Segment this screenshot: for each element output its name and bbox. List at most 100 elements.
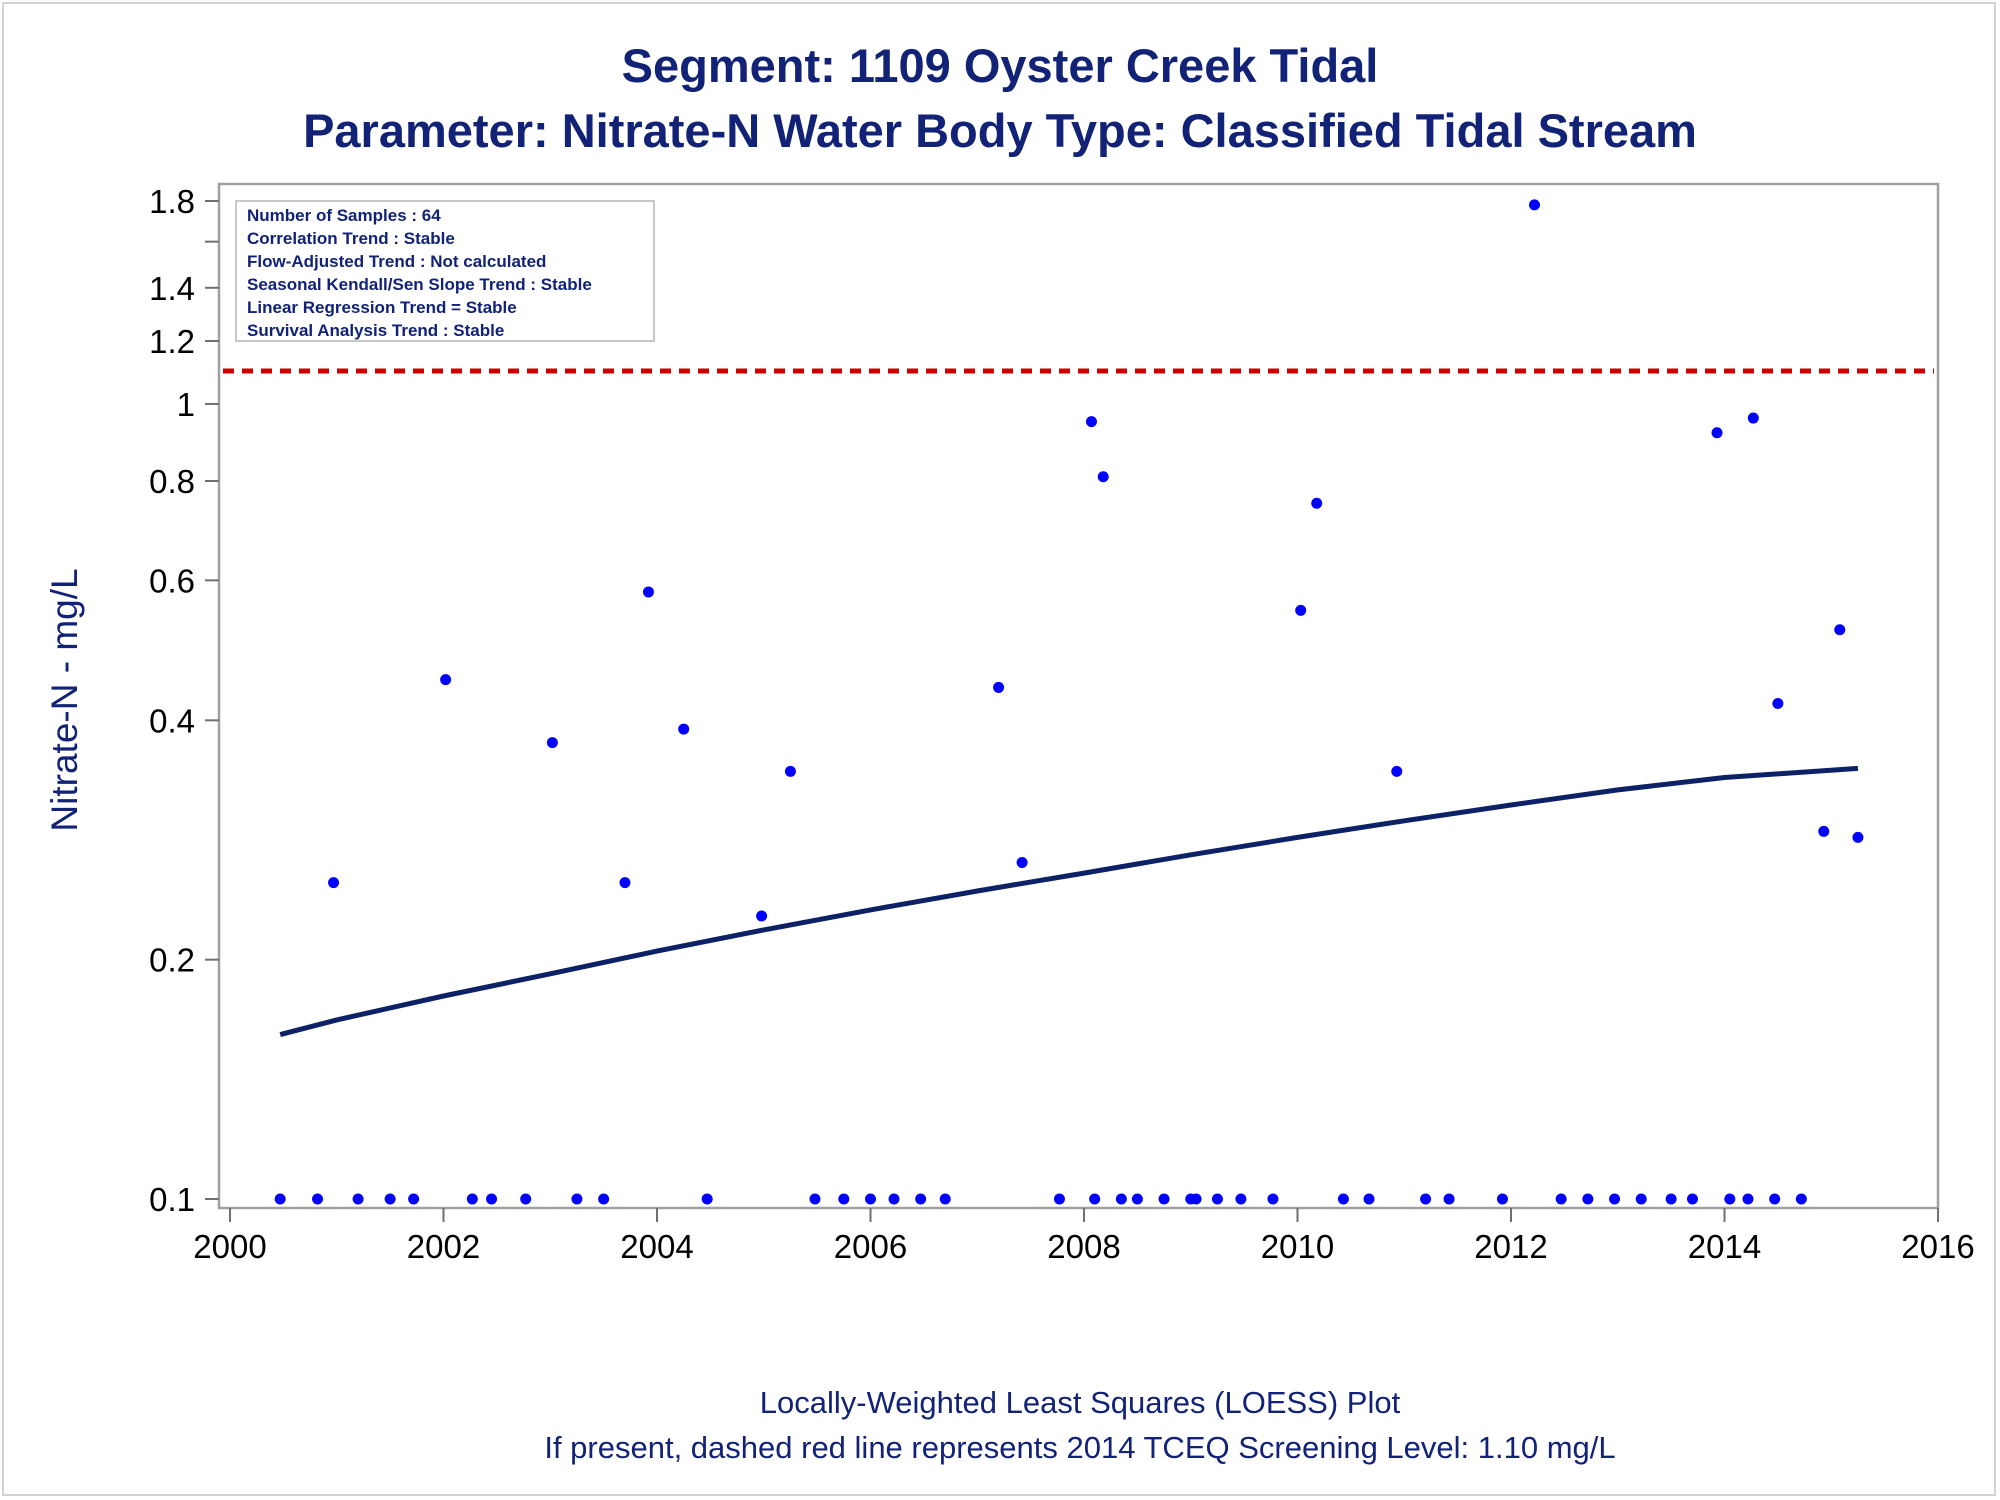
stats-line-linear-regression: Linear Regression Trend = Stable xyxy=(247,298,517,317)
data-point xyxy=(1115,1193,1127,1205)
data-point xyxy=(1016,856,1028,868)
data-point xyxy=(466,1193,478,1205)
data-point xyxy=(939,1193,951,1205)
data-point xyxy=(1665,1193,1677,1205)
data-point xyxy=(1295,604,1307,616)
data-point xyxy=(756,910,768,922)
data-point xyxy=(384,1193,396,1205)
data-point xyxy=(1852,831,1864,843)
y-tick-label: 1 xyxy=(177,386,195,423)
data-point xyxy=(1391,765,1403,777)
data-point xyxy=(1742,1193,1754,1205)
data-point xyxy=(486,1193,498,1205)
data-point xyxy=(571,1193,583,1205)
data-point xyxy=(1053,1193,1065,1205)
data-point xyxy=(1818,825,1830,837)
data-point xyxy=(1609,1193,1621,1205)
data-point xyxy=(993,681,1005,693)
plot-area xyxy=(217,182,1940,1210)
data-point xyxy=(865,1193,876,1205)
data-point xyxy=(1747,412,1759,424)
stats-line-flow-adjusted: Flow-Adjusted Trend : Not calculated xyxy=(247,252,546,271)
data-point xyxy=(408,1193,420,1205)
x-tick-label: 2016 xyxy=(1901,1228,1974,1265)
y-tick-label: 0.2 xyxy=(149,942,195,979)
data-point xyxy=(1834,624,1846,636)
data-point xyxy=(1555,1193,1567,1205)
data-point xyxy=(642,586,654,598)
data-point xyxy=(1582,1193,1594,1205)
x-tick-label: 2012 xyxy=(1474,1228,1547,1265)
data-point xyxy=(1190,1193,1202,1205)
data-point xyxy=(1772,697,1784,709)
data-point xyxy=(352,1193,364,1205)
data-point xyxy=(784,765,796,777)
data-point xyxy=(1131,1193,1143,1205)
y-tick-label: 0.8 xyxy=(149,463,195,500)
y-tick-label: 1.2 xyxy=(149,323,195,360)
data-point xyxy=(678,723,690,735)
data-point xyxy=(274,1193,286,1205)
data-point xyxy=(1211,1193,1223,1205)
stats-box: Number of Samples : 64 Correlation Trend… xyxy=(235,200,655,342)
data-point xyxy=(1097,471,1109,483)
data-point xyxy=(1267,1193,1279,1205)
data-point xyxy=(1089,1193,1101,1205)
data-point xyxy=(520,1193,532,1205)
x-tick-label: 2002 xyxy=(407,1228,480,1265)
y-tick-label: 0.4 xyxy=(149,702,195,739)
data-point xyxy=(1686,1193,1698,1205)
data-point xyxy=(809,1193,821,1205)
data-point xyxy=(915,1193,927,1205)
data-point xyxy=(328,877,340,889)
data-point xyxy=(701,1193,713,1205)
data-point xyxy=(546,737,558,749)
data-point xyxy=(619,877,631,889)
y-tick-label: 1.4 xyxy=(149,270,195,307)
data-point xyxy=(1724,1193,1736,1205)
stats-line-samples: Number of Samples : 64 xyxy=(247,206,441,225)
data-series xyxy=(223,199,1934,1205)
data-point xyxy=(888,1193,900,1205)
x-tick-label: 2008 xyxy=(1047,1228,1120,1265)
x-tick-label: 2006 xyxy=(834,1228,907,1265)
data-point xyxy=(1635,1193,1647,1205)
data-point xyxy=(312,1193,324,1205)
data-point xyxy=(1711,427,1723,439)
y-tick-label: 0.6 xyxy=(149,562,195,599)
y-axis: 0.1 0.2 0.4 0.6 0.8 1 1.2 1.4 1.8 xyxy=(149,183,219,1218)
data-point xyxy=(1496,1193,1508,1205)
stats-box-border xyxy=(235,200,655,342)
loess-line xyxy=(279,765,1859,1038)
data-point xyxy=(1158,1193,1170,1205)
footnote-loess: Locally-Weighted Least Squares (LOESS) P… xyxy=(760,1385,1401,1420)
stats-line-correlation: Correlation Trend : Stable xyxy=(247,229,455,248)
chart-title: Segment: 1109 Oyster Creek Tidal xyxy=(622,39,1379,92)
x-axis: 2000 2002 2004 2006 2008 2010 2012 2014 2016 xyxy=(193,1208,1975,1265)
x-tick-label: 2004 xyxy=(620,1228,693,1265)
x-tick-label: 2014 xyxy=(1688,1228,1761,1265)
y-axis-label: Nitrate-N - mg/L xyxy=(44,568,85,831)
data-point xyxy=(1235,1193,1247,1205)
data-point xyxy=(1769,1193,1781,1205)
data-point xyxy=(838,1193,850,1205)
data-point xyxy=(1337,1193,1349,1205)
data-point xyxy=(1420,1193,1432,1205)
y-tick-label: 1.8 xyxy=(149,183,195,220)
chart-subtitle: Parameter: Nitrate-N Water Body Type: Cl… xyxy=(303,104,1697,157)
data-point xyxy=(1795,1193,1807,1205)
x-tick-label: 2000 xyxy=(193,1228,266,1265)
data-point xyxy=(1363,1193,1375,1205)
data-point xyxy=(598,1193,610,1205)
data-point xyxy=(1443,1193,1455,1205)
data-point xyxy=(1085,416,1097,428)
data-point xyxy=(1528,199,1540,211)
footnote-screening-level: If present, dashed red line represents 2… xyxy=(544,1430,1615,1465)
data-point xyxy=(1311,497,1323,509)
stats-line-seasonal-kendall: Seasonal Kendall/Sen Slope Trend : Stabl… xyxy=(247,275,592,294)
y-tick-label: 0.1 xyxy=(149,1181,195,1218)
x-tick-label: 2010 xyxy=(1261,1228,1334,1265)
data-point xyxy=(440,674,452,686)
